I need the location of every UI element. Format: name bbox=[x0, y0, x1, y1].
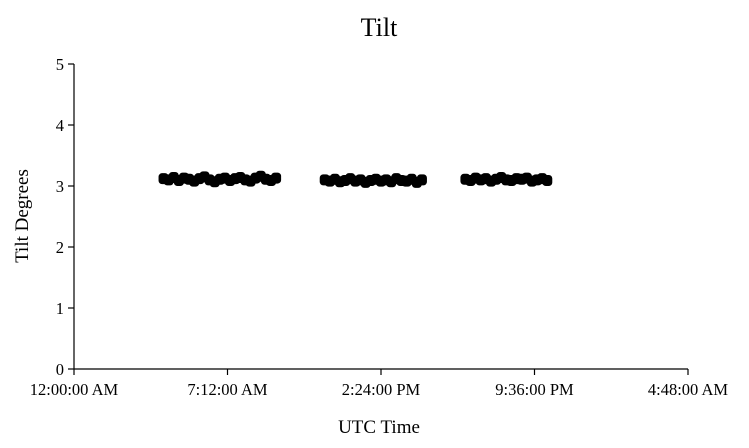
y-tick-label: 2 bbox=[56, 238, 64, 257]
y-axis-title: Tilt Degrees bbox=[12, 169, 33, 263]
y-tick-label: 0 bbox=[56, 360, 64, 379]
plot-area: 0 1 2 3 4 5 12:00:00 AM 7:12:00 AM 2:24:00 PM 9:3… bbox=[30, 55, 729, 399]
y-tick-label: 4 bbox=[56, 116, 64, 135]
x-tick-label: 12:00:00 AM bbox=[30, 380, 119, 399]
x-tick-label: 4:48:00 AM bbox=[648, 380, 729, 399]
x-axis-title: UTC Time bbox=[338, 417, 420, 438]
x-tick-label: 7:12:00 AM bbox=[187, 380, 268, 399]
x-tick-label: 2:24:00 PM bbox=[342, 380, 421, 399]
data-point bbox=[271, 172, 282, 184]
y-tick-label: 1 bbox=[56, 299, 64, 318]
y-tick-label: 5 bbox=[56, 55, 64, 74]
data-point bbox=[542, 175, 553, 187]
x-tick-label: 9:36:00 PM bbox=[495, 380, 574, 399]
y-tick-label: 3 bbox=[56, 177, 64, 196]
chart-title: Tilt bbox=[361, 13, 398, 42]
data-point bbox=[416, 174, 427, 186]
